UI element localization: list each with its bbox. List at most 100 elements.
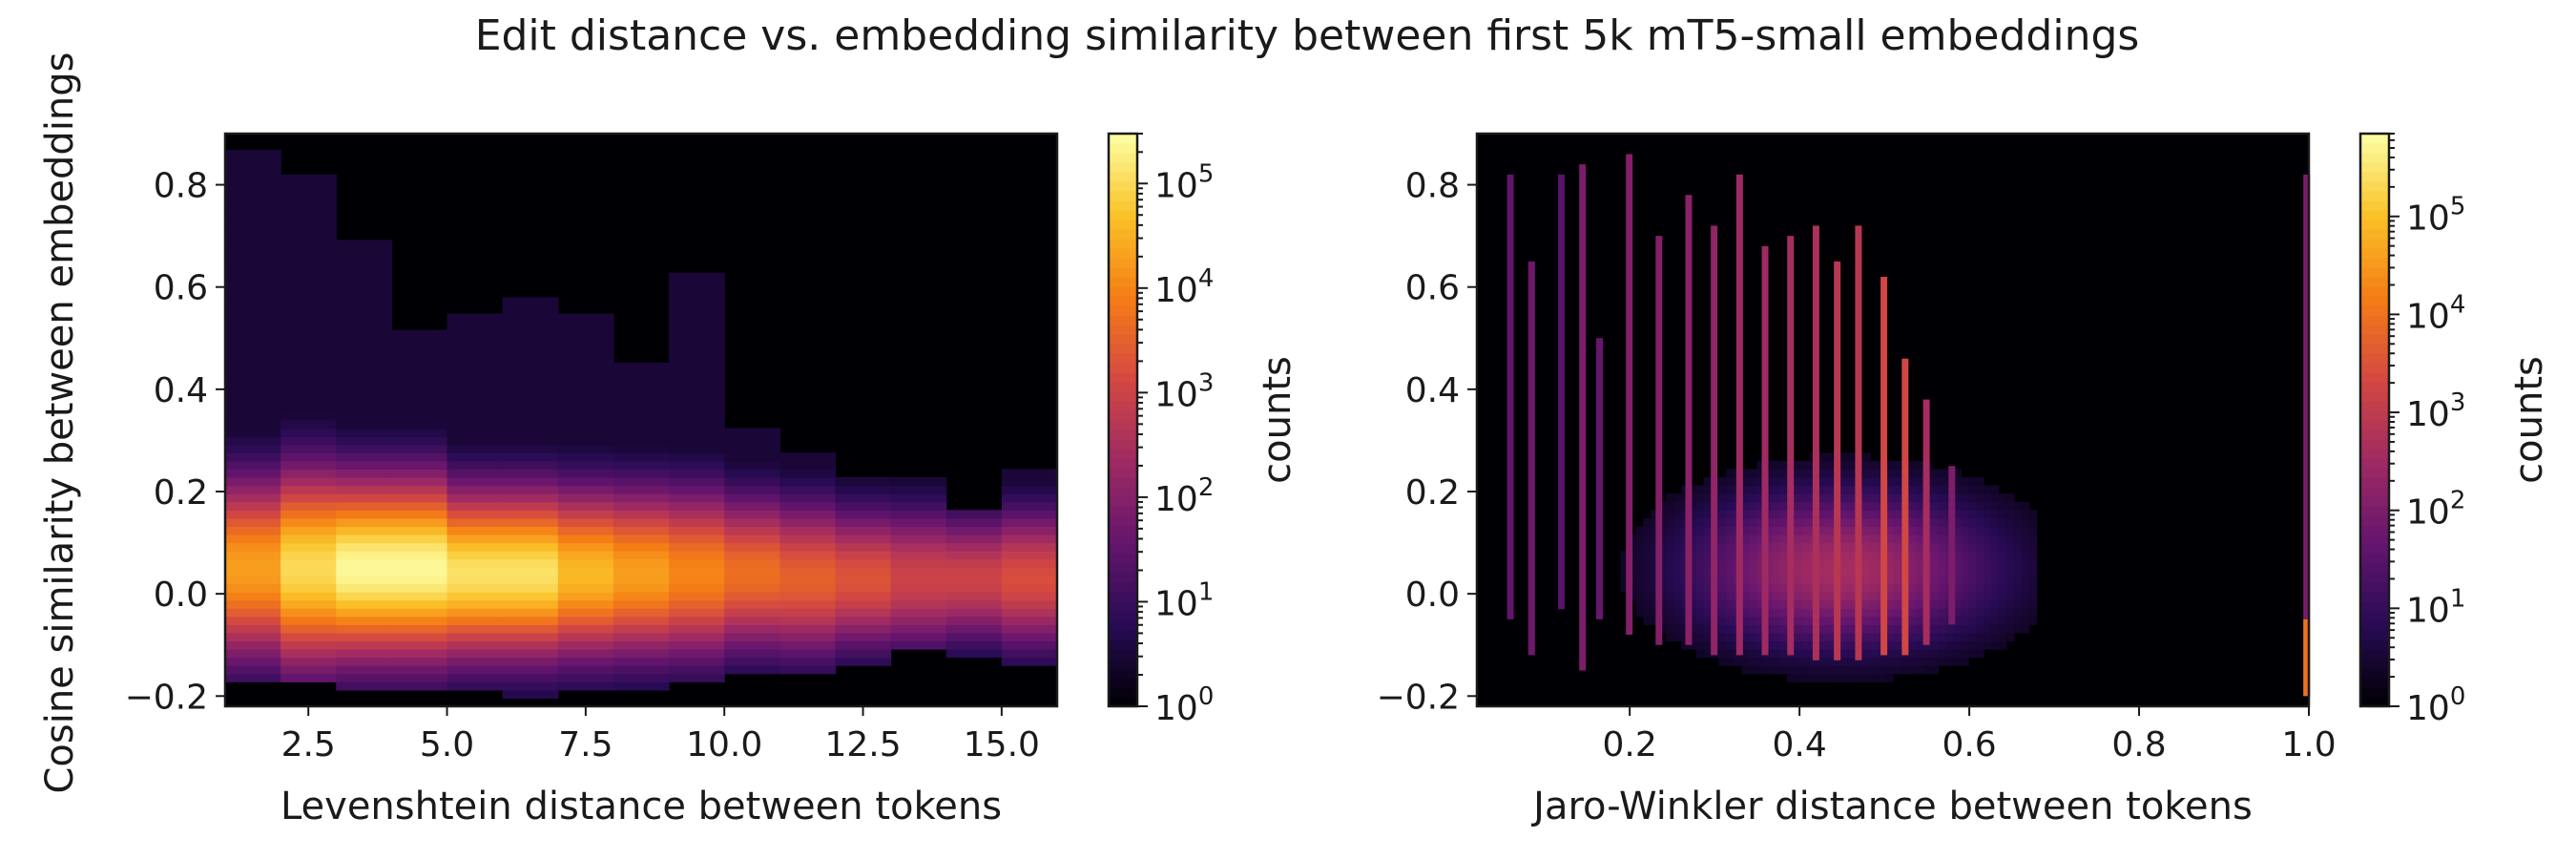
heatmap-cell [1907,649,1917,659]
heatmap-cell [1961,510,1969,519]
heatmap-cell [2005,608,2015,618]
heatmap-cell [1695,517,1705,528]
heatmap-cell [613,575,670,585]
y-tick-label: 0.4 [1405,371,1460,410]
heatmap-cell [2005,632,2015,642]
heatmap-cell [1681,616,1690,625]
heatmap-cell [557,363,614,372]
heatmap-cell [1787,657,1796,666]
heatmap-cell [1794,542,1803,552]
heatmap-cell [1718,640,1728,650]
heatmap-cell [1885,640,1894,650]
heatmap-cell [447,657,504,666]
colorbar-segment [1109,153,1137,163]
heatmap-cell [1847,673,1856,682]
plot-frame [223,132,1059,708]
colorbar-segment [2360,544,2389,555]
heatmap-cell [1741,493,1750,503]
heatmap-cell [1801,558,1811,568]
heatmap-cell [336,305,392,315]
heatmap-cell [1741,608,1750,618]
heatmap-cell [1893,583,1901,593]
heatmap-cell [1718,624,1728,634]
heatmap-cell [835,558,892,568]
heatmap-cell [1772,551,1780,560]
heatmap-cell [1839,542,1849,552]
heatmap-cell [557,460,614,471]
heatmap-cell [1998,616,2007,625]
heatmap-cell [1862,534,1871,544]
heatmap-cell [1991,493,2000,503]
heatmap-cell [1779,624,1788,634]
heatmap-cell [1893,649,1901,659]
heatmap-cell [1749,485,1757,494]
heatmap-cell [1726,558,1735,568]
heatmap-cell [1673,501,1682,511]
heatmap-cell [391,354,448,364]
heatmap-cell [1794,599,1803,609]
heatmap-cell [1001,542,1058,552]
heatmap-cell [1885,665,1894,675]
heatmap-cell [1930,624,1940,634]
heatmap-cell [336,477,392,487]
heatmap-cell [1961,640,1969,650]
heatmap-cell [1976,567,1984,576]
heatmap-cell [1953,657,1962,666]
heatmap-cell [1718,592,1728,601]
heatmap-cell [1839,673,1849,682]
heatmap-cell [1885,632,1894,642]
heatmap-cell [1817,616,1826,625]
heatmap-cell [1718,485,1728,494]
heatmap-cell [1794,551,1803,560]
colorbar-segment [2360,611,2389,621]
heatmap-cell [391,485,448,494]
heatmap-cell [1953,616,1962,625]
heatmap-cell [1953,567,1962,576]
heatmap-cell [1681,551,1690,560]
heatmap-cell [1961,485,1969,494]
heatmap-cell [1673,534,1682,544]
heatmap-cell [1794,493,1803,503]
heatmap-cell [502,379,559,388]
heatmap-cell [669,616,725,625]
colorbar-segment [1109,687,1137,698]
heatmap-cell [391,379,448,388]
heatmap-cell [1688,583,1697,593]
heatmap-cell [1741,616,1750,625]
heatmap-cell [1794,673,1803,682]
heatmap-cell [1673,583,1682,593]
heatmap-cell [2028,526,2038,535]
heatmap-cell [2013,575,2023,585]
heatmap-cell [1749,624,1757,634]
heatmap-cell [1749,526,1757,535]
heatmap-cell [1703,558,1713,568]
heatmap-cell [1787,673,1796,682]
colorbar-segment [1109,611,1137,621]
heatmap-cell [1893,477,1901,487]
heatmap-cell [502,534,559,544]
colorbar-segment [2360,487,2389,497]
heatmap-cell [1991,558,2000,568]
colorbar-tick-label: 101 [1154,577,1214,623]
heatmap-cell [1915,657,1924,666]
heatmap-cell [280,199,337,208]
heatmap-cell [1930,599,1940,609]
heatmap-cell [447,673,504,682]
heatmap-cell [391,517,448,528]
heatmap-cell [1726,583,1735,593]
heatmap-cell [1779,640,1788,650]
heatmap-cell [502,428,559,437]
colorbar-segment [2360,506,2389,516]
heatmap-cell [1961,526,1969,535]
heatmap-cell [1885,469,1894,478]
heatmap-cell [1794,517,1803,528]
heatmap-cell [1718,558,1728,568]
heatmap-cell [1893,640,1901,650]
heatmap-cell [1900,665,1909,675]
heatmap-cell [1930,526,1940,535]
heatmap-cell [1968,534,1977,544]
heatmap-cell [1870,551,1879,560]
heatmap-cell [779,477,837,487]
heatmap-cell [1718,542,1728,552]
heatmap-cell [1998,599,2007,609]
